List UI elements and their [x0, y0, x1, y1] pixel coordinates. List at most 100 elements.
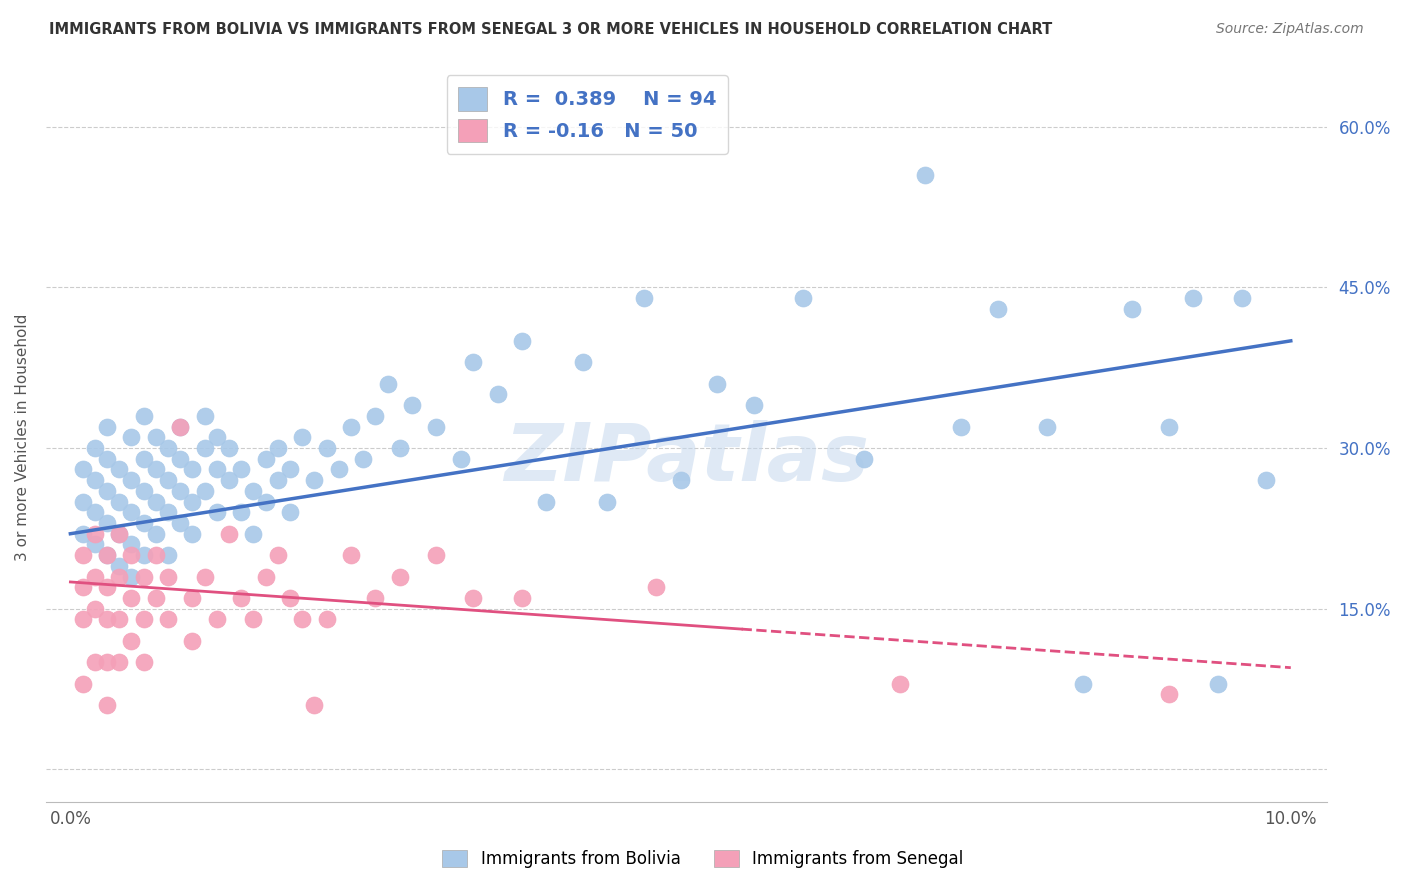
Point	[145, 430, 167, 444]
Point	[120, 591, 142, 605]
Point	[83, 569, 105, 583]
Point	[169, 516, 191, 530]
Point	[1256, 473, 1278, 487]
Point	[914, 168, 936, 182]
Point	[145, 548, 167, 562]
Point	[96, 419, 118, 434]
Point	[254, 569, 277, 583]
Point	[145, 526, 167, 541]
Point	[218, 526, 240, 541]
Point	[83, 505, 105, 519]
Point	[1230, 291, 1253, 305]
Y-axis label: 3 or more Vehicles in Household: 3 or more Vehicles in Household	[15, 314, 30, 561]
Point	[304, 698, 326, 713]
Point	[950, 419, 973, 434]
Point	[108, 612, 131, 626]
Text: Source: ZipAtlas.com: Source: ZipAtlas.com	[1216, 22, 1364, 37]
Point	[278, 462, 301, 476]
Point	[72, 494, 94, 508]
Point	[218, 473, 240, 487]
Point	[83, 473, 105, 487]
Point	[291, 612, 314, 626]
Point	[132, 548, 155, 562]
Point	[96, 483, 118, 498]
Text: IMMIGRANTS FROM BOLIVIA VS IMMIGRANTS FROM SENEGAL 3 OR MORE VEHICLES IN HOUSEHO: IMMIGRANTS FROM BOLIVIA VS IMMIGRANTS FR…	[49, 22, 1053, 37]
Point	[145, 494, 167, 508]
Point	[181, 494, 204, 508]
Point	[388, 569, 411, 583]
Point	[132, 451, 155, 466]
Point	[96, 656, 118, 670]
Point	[633, 291, 655, 305]
Point	[120, 633, 142, 648]
Point	[120, 430, 142, 444]
Point	[96, 516, 118, 530]
Point	[242, 612, 264, 626]
Point	[510, 591, 533, 605]
Point	[108, 558, 131, 573]
Point	[242, 526, 264, 541]
Point	[72, 580, 94, 594]
Point	[132, 569, 155, 583]
Point	[132, 516, 155, 530]
Point	[108, 569, 131, 583]
Point	[1035, 419, 1057, 434]
Point	[194, 483, 217, 498]
Point	[156, 473, 179, 487]
Point	[425, 548, 447, 562]
Point	[510, 334, 533, 348]
Point	[156, 612, 179, 626]
Point	[72, 548, 94, 562]
Point	[377, 376, 399, 391]
Point	[96, 698, 118, 713]
Point	[401, 398, 423, 412]
Point	[231, 591, 253, 605]
Point	[108, 494, 131, 508]
Point	[120, 473, 142, 487]
Point	[145, 462, 167, 476]
Point	[1182, 291, 1205, 305]
Point	[132, 656, 155, 670]
Point	[108, 656, 131, 670]
Legend: Immigrants from Bolivia, Immigrants from Senegal: Immigrants from Bolivia, Immigrants from…	[436, 843, 970, 875]
Point	[205, 505, 228, 519]
Point	[645, 580, 668, 594]
Point	[486, 387, 509, 401]
Point	[254, 494, 277, 508]
Point	[340, 419, 363, 434]
Point	[364, 591, 387, 605]
Point	[205, 430, 228, 444]
Point	[352, 451, 374, 466]
Point	[461, 355, 484, 369]
Point	[1157, 419, 1180, 434]
Point	[194, 441, 217, 455]
Point	[1206, 677, 1229, 691]
Point	[169, 419, 191, 434]
Point	[231, 462, 253, 476]
Point	[83, 441, 105, 455]
Point	[181, 591, 204, 605]
Point	[156, 505, 179, 519]
Point	[120, 569, 142, 583]
Point	[536, 494, 558, 508]
Point	[194, 569, 217, 583]
Point	[83, 601, 105, 615]
Point	[1071, 677, 1094, 691]
Point	[987, 301, 1010, 316]
Point	[145, 591, 167, 605]
Point	[328, 462, 350, 476]
Point	[72, 612, 94, 626]
Point	[96, 580, 118, 594]
Point	[706, 376, 728, 391]
Point	[205, 462, 228, 476]
Point	[340, 548, 363, 562]
Point	[108, 526, 131, 541]
Point	[83, 656, 105, 670]
Point	[181, 462, 204, 476]
Point	[96, 612, 118, 626]
Point	[572, 355, 595, 369]
Point	[83, 537, 105, 551]
Point	[852, 451, 875, 466]
Point	[156, 548, 179, 562]
Point	[120, 505, 142, 519]
